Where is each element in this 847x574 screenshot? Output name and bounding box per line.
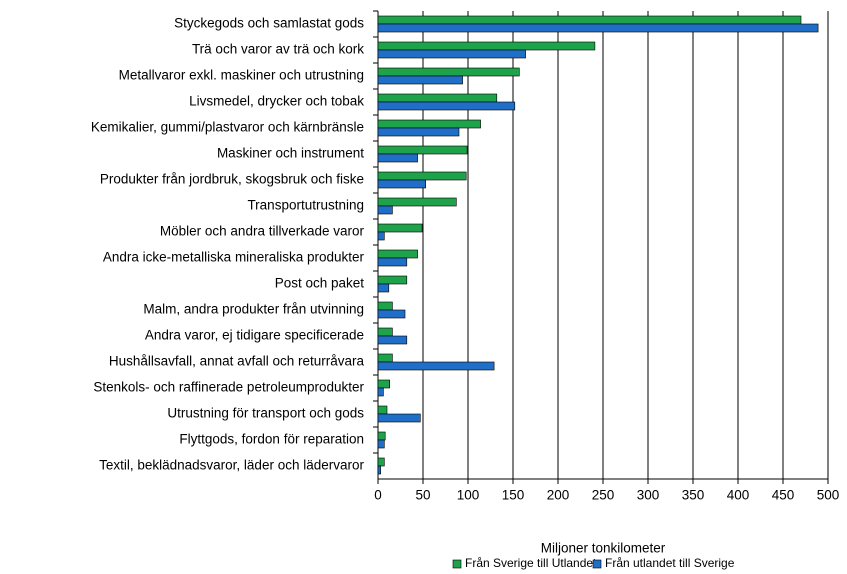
legend-swatch xyxy=(452,559,462,569)
bar xyxy=(377,101,516,111)
bar xyxy=(377,309,406,319)
x-axis-label: Miljoner tonkilometer xyxy=(541,541,666,556)
y-tick-label: Textil, beklädnadsvaror, läder och läder… xyxy=(99,458,364,473)
y-tick-label: Utrustning för transport och gods xyxy=(167,406,364,421)
x-tick-label: 500 xyxy=(817,488,840,503)
bar xyxy=(377,223,423,233)
bar xyxy=(377,431,386,441)
bar xyxy=(377,361,495,371)
y-tick-label: Malm, andra produkter från utvinning xyxy=(143,302,364,317)
bar xyxy=(377,301,393,311)
bar xyxy=(377,465,381,475)
bar xyxy=(377,67,520,77)
y-tick-label: Maskiner och instrument xyxy=(217,146,364,161)
y-tick-label: Produkter från jordbruk, skogsbruk och f… xyxy=(100,172,364,187)
bar xyxy=(377,335,408,345)
x-tick-label: 100 xyxy=(457,488,480,503)
bar xyxy=(377,231,385,241)
legend-swatch xyxy=(592,559,602,569)
legend-label: Från Sverige till Utlandet xyxy=(465,556,597,570)
bar xyxy=(377,413,421,423)
y-tick-label: Andra varor, ej tidigare specificerade xyxy=(145,328,364,343)
bar xyxy=(377,283,390,293)
bar xyxy=(377,439,385,449)
y-tick-label: Flyttgods, fordon för reparation xyxy=(179,432,364,447)
x-tick-label: 250 xyxy=(592,488,615,503)
x-tick-label: 350 xyxy=(682,488,705,503)
y-tick-label: Metallvaror exkl. maskiner och utrustnin… xyxy=(119,68,364,83)
y-tick-label: Hushållsavfall, annat avfall och returrå… xyxy=(109,354,365,369)
bar xyxy=(377,153,418,163)
y-tick-label: Trä och varor av trä och kork xyxy=(192,42,364,57)
bar xyxy=(377,171,467,181)
y-tick-label: Stenkols- och raffinerade petroleumprodu… xyxy=(93,380,364,395)
y-tick-label: Styckegods och samlastat gods xyxy=(174,16,364,31)
bar xyxy=(377,41,596,51)
bar xyxy=(377,257,408,267)
x-tick-label: 0 xyxy=(374,488,382,503)
y-tick-label: Andra icke-metalliska mineraliska produk… xyxy=(103,250,365,265)
bar xyxy=(377,327,393,337)
bar xyxy=(377,93,498,103)
x-tick-label: 450 xyxy=(772,488,795,503)
x-tick-label: 150 xyxy=(502,488,525,503)
bar xyxy=(377,405,388,415)
bar xyxy=(377,205,393,215)
y-tick-label: Möbler och andra tillverkade varor xyxy=(160,224,365,239)
x-tick-label: 50 xyxy=(415,488,430,503)
bar xyxy=(377,119,481,129)
bar xyxy=(377,275,408,285)
bar xyxy=(377,387,384,397)
bar xyxy=(377,197,457,207)
bar xyxy=(377,249,418,259)
y-tick-label: Transportutrustning xyxy=(247,198,364,213)
bar xyxy=(377,127,460,137)
x-tick-label: 400 xyxy=(727,488,750,503)
bar xyxy=(377,15,802,25)
y-tick-label: Post och paket xyxy=(275,276,365,291)
bar xyxy=(377,379,390,389)
bar xyxy=(377,75,463,85)
bar xyxy=(377,457,385,467)
bar xyxy=(377,23,819,33)
x-tick-label: 200 xyxy=(547,488,570,503)
bar xyxy=(377,49,526,59)
x-tick-label: 300 xyxy=(637,488,660,503)
legend-label: Från utlandet till Sverige xyxy=(605,556,735,570)
bar xyxy=(377,353,393,363)
y-tick-label: Livsmedel, drycker och tobak xyxy=(189,94,364,109)
y-tick-label: Kemikalier, gummi/plastvaror och kärnbrä… xyxy=(91,120,364,135)
bar xyxy=(377,145,468,155)
bar xyxy=(377,179,427,189)
